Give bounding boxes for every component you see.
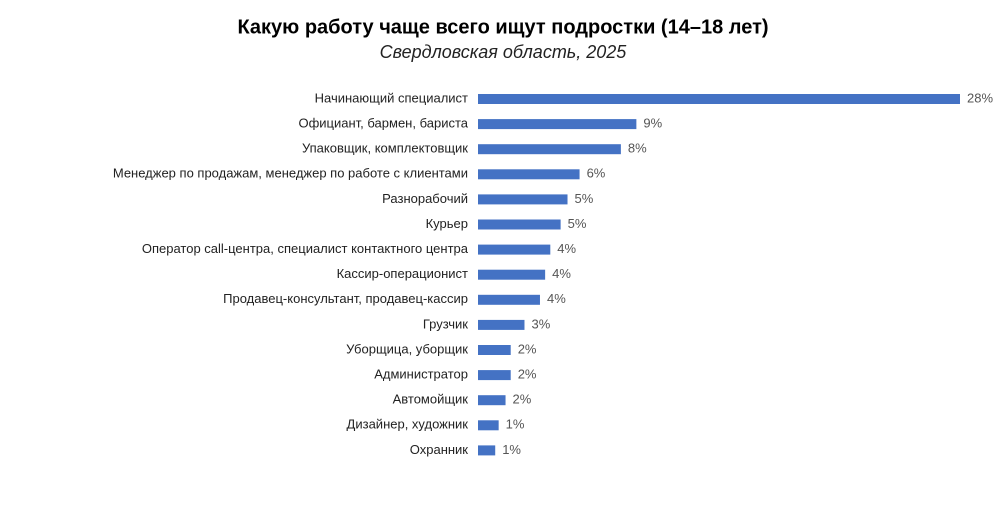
y-tick-label: Администратор	[374, 367, 468, 382]
bar	[478, 194, 568, 205]
y-tick-label: Дизайнер, художник	[347, 417, 469, 432]
bar	[478, 294, 540, 305]
y-tick-label: Уборщица, уборщик	[346, 341, 468, 356]
value-label: 5%	[575, 191, 594, 206]
bar	[478, 420, 499, 431]
value-label: 4%	[557, 241, 576, 256]
bar	[478, 319, 525, 330]
y-tick-label: Охранник	[410, 442, 469, 457]
value-label: 4%	[547, 291, 566, 306]
bar	[478, 269, 546, 280]
y-tick-label: Официант, бармен, бариста	[298, 116, 468, 131]
y-tick-label: Кассир-операционист	[337, 266, 468, 281]
bar	[478, 395, 506, 406]
y-tick-label: Оператор call-центра, специалист контакт…	[142, 241, 469, 256]
bar	[478, 370, 511, 381]
bar	[478, 144, 621, 155]
value-label: 3%	[531, 316, 550, 331]
value-label: 5%	[568, 216, 587, 231]
y-tick-label: Начинающий специалист	[315, 90, 468, 105]
value-label: 1%	[506, 417, 525, 432]
bar	[478, 445, 496, 456]
y-tick-label: Грузчик	[423, 316, 468, 331]
y-tick-label: Курьер	[426, 216, 468, 231]
value-label: 6%	[587, 166, 606, 181]
bar	[478, 345, 511, 355]
value-label: 9%	[643, 116, 662, 131]
y-tick-label: Менеджер по продажам, менеджер по работе…	[113, 166, 468, 181]
bar	[478, 219, 561, 230]
value-label: 28%	[967, 90, 993, 105]
chart-title: Какую работу чаще всего ищут подростки (…	[237, 16, 768, 38]
bar	[478, 169, 580, 180]
value-label: 8%	[628, 141, 647, 156]
chart-subtitle: Свердловская область, 2025	[380, 42, 628, 62]
value-label: 2%	[518, 341, 537, 356]
bar	[478, 244, 551, 255]
value-label: 4%	[552, 266, 571, 281]
value-label: 1%	[502, 442, 521, 457]
y-tick-label: Разнорабочий	[382, 191, 468, 206]
bar	[478, 94, 960, 104]
bar	[478, 119, 637, 130]
y-tick-label: Упаковщик, комплектовщик	[302, 141, 468, 156]
y-tick-label: Продавец-консультант, продавец-кассир	[223, 291, 468, 306]
y-tick-label: Автомойщик	[393, 392, 469, 407]
value-label: 2%	[513, 392, 532, 407]
value-label: 2%	[518, 367, 537, 382]
